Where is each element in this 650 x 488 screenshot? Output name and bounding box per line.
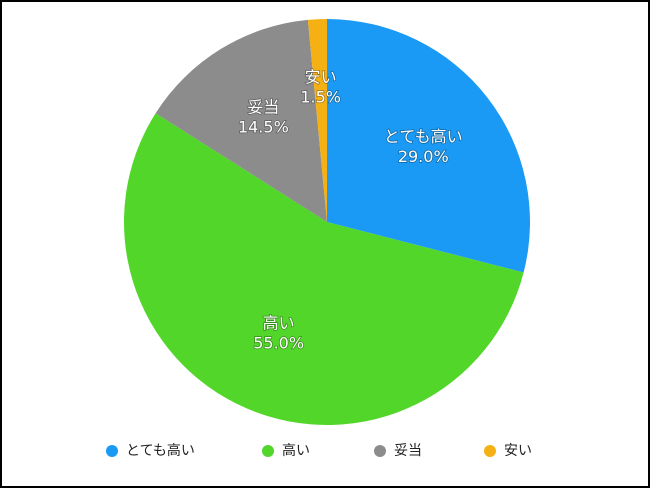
slice-value: 29.0% (398, 147, 449, 166)
slice-name: 妥当 (247, 98, 279, 117)
legend-label: 高い (282, 442, 310, 459)
legend-label: 妥当 (394, 443, 422, 459)
slice-value: 1.5% (300, 88, 341, 107)
legend-marker (374, 445, 386, 457)
slice-value: 14.5% (238, 118, 289, 137)
slice-value: 55.0% (253, 333, 304, 352)
slice-name: 安い (305, 68, 337, 87)
pie-slice (307, 19, 327, 222)
slice-name: とても高い (384, 127, 463, 146)
legend-marker (262, 445, 274, 457)
legend-marker (484, 445, 496, 457)
pie-slice (327, 19, 530, 273)
pie-slice (155, 19, 327, 222)
pie-slice (123, 113, 524, 426)
slice-name: 高い (263, 313, 295, 332)
legend-label: 安い (504, 443, 532, 459)
legend-marker (106, 445, 118, 457)
legend-label: とても高い (126, 442, 195, 459)
